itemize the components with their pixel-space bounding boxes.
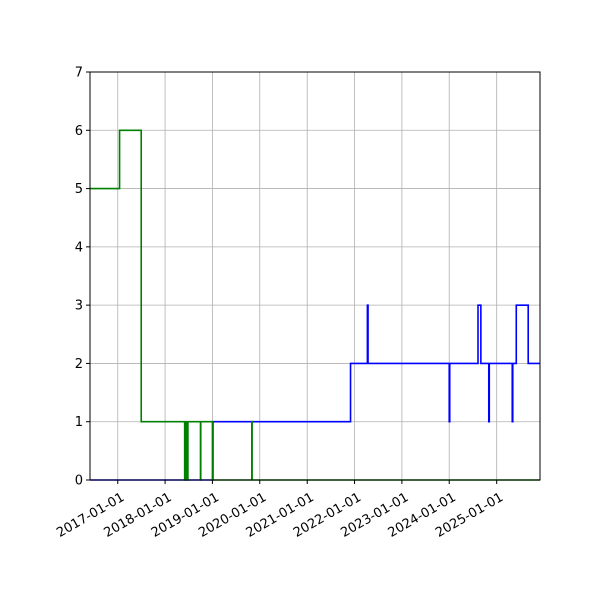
y-tick-label: 2 [75,357,83,372]
series-line-1 [90,129,540,481]
grid [90,71,540,481]
ticks: 2017-01-012018-01-012019-01-012020-01-01… [54,66,506,541]
y-tick-label: 3 [75,299,83,314]
y-tick-label: 5 [75,182,83,197]
plot-area [90,129,540,481]
y-tick-label: 0 [75,474,83,489]
series-line-0 [90,304,540,481]
y-tick-label: 6 [75,124,83,139]
y-tick-label: 1 [75,415,83,430]
y-tick-label: 4 [75,240,83,255]
y-tick-label: 7 [75,66,83,81]
axes-frame [89,71,541,481]
